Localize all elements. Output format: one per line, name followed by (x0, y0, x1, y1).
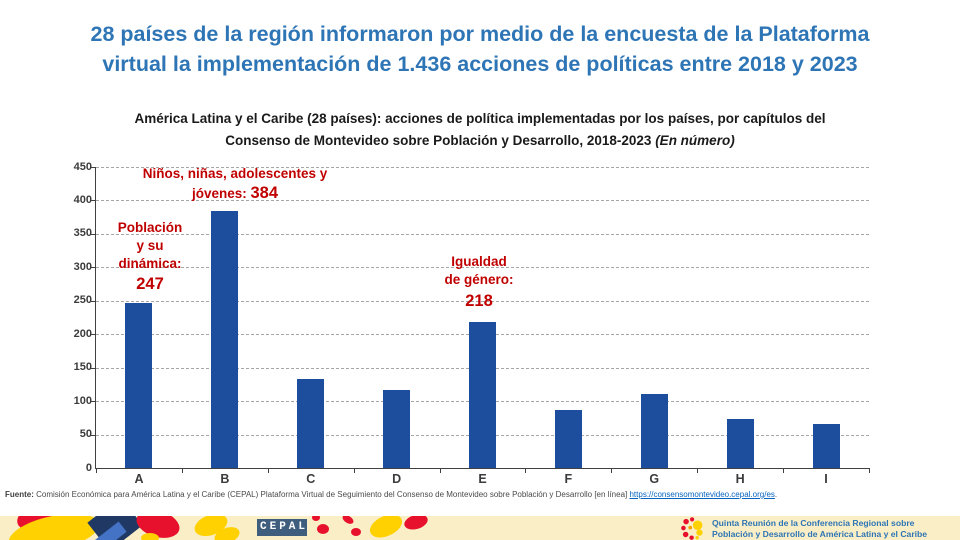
bottom-band: CEPAL Quinta Reunión de la Conferencia R… (0, 516, 960, 540)
slide-title: 28 países de la región informaron por me… (30, 20, 930, 79)
annotation-ninos-line1: Niños, niñas, adolescentes y (142, 166, 328, 181)
annotation-ninos-line2-prefix: jóvenes: (191, 185, 251, 201)
x-axis-label-E: E (478, 472, 487, 486)
decor-yellow-ellipse (366, 516, 406, 540)
bar-I (812, 423, 840, 468)
chart-title-line1: América Latina y el Caribe (28 países): … (134, 111, 826, 126)
gridline-y-300 (96, 267, 869, 269)
x-axis-tick (181, 468, 183, 473)
chart-title-note: (En número) (655, 132, 735, 148)
chart-title: América Latina y el Caribe (28 países): … (50, 108, 910, 151)
annotation-poblacion-line3: dinámica: (118, 255, 182, 271)
x-axis-tick (525, 468, 527, 473)
y-axis-tick (90, 401, 96, 403)
gridline-y-450 (96, 167, 869, 168)
decor-red-dot (351, 528, 361, 536)
decor-yellow-dot (141, 533, 159, 540)
y-axis-tick (90, 367, 96, 369)
x-axis-tick (96, 468, 97, 473)
source-note: Fuente: Comisión Económica para América … (5, 490, 955, 499)
x-axis-label-F: F (564, 472, 573, 486)
source-suffix: . (774, 490, 778, 499)
y-axis-label-250: 250 (73, 294, 92, 307)
y-axis-label-50: 50 (79, 428, 92, 441)
y-axis-label-100: 100 (73, 394, 92, 407)
annotation-igualdad-line2: de género: (444, 271, 514, 287)
y-axis-label-0: 0 (85, 461, 92, 474)
annotation-ninos: Niños, niñas, adolescentes y jóvenes: 38… (105, 165, 365, 205)
annotation-igualdad-value: 218 (465, 291, 493, 310)
chart-title-line2: Consenso de Montevideo sobre Población y… (225, 132, 656, 148)
decor-red-dot (312, 516, 320, 521)
x-axis-tick (783, 468, 785, 473)
x-axis-label-I: I (824, 472, 828, 486)
y-axis-label-450: 450 (73, 160, 92, 173)
gridline-y-350 (96, 233, 869, 235)
x-axis-label-C: C (306, 472, 316, 486)
x-axis-tick (439, 468, 441, 473)
bar-F (554, 409, 582, 468)
annotation-igualdad: Igualdad de género: 218 (426, 253, 532, 312)
y-axis-label-150: 150 (73, 361, 92, 374)
annotation-ninos-value: 384 (250, 183, 279, 202)
annotation-poblacion-line2: y su (136, 237, 164, 253)
bar-C (297, 379, 325, 468)
conference-swirl-icon (681, 517, 703, 540)
annotation-poblacion: Población y su dinámica: 247 (103, 219, 197, 296)
x-axis-tick (869, 468, 870, 473)
bar-D (383, 389, 411, 468)
bar-G (640, 394, 668, 468)
y-axis-label-350: 350 (73, 227, 92, 240)
bar-H (726, 418, 754, 468)
annotation-poblacion-value: 247 (136, 275, 164, 294)
bar-E (469, 322, 496, 468)
source-text: Comisión Económica para América Latina y… (33, 490, 630, 499)
slide-title-line2: virtual la implementación de 1.436 accio… (102, 51, 858, 76)
x-axis-tick (611, 468, 613, 473)
annotation-ninos-line2: jóvenes: 384 (105, 183, 365, 205)
y-axis-tick (90, 233, 96, 235)
x-axis-label-G: G (649, 472, 660, 486)
y-axis-tick (90, 200, 96, 202)
source-label: Fuente: (5, 490, 34, 499)
bar-B (211, 211, 239, 468)
conference-title: Quinta Reunión de la Conferencia Regiona… (712, 518, 927, 540)
x-axis-label-D: D (392, 472, 402, 486)
x-axis-label-A: A (134, 472, 144, 486)
x-axis-label-H: H (735, 472, 745, 486)
decor-red-dot (317, 524, 329, 534)
y-axis-label-400: 400 (73, 193, 92, 206)
x-axis-tick (697, 468, 699, 473)
y-axis-tick (90, 334, 96, 336)
slide-title-line1: 28 países de la región informaron por me… (90, 22, 870, 46)
y-axis-tick (90, 300, 96, 302)
y-axis-tick (90, 167, 96, 168)
bar-A (125, 302, 153, 468)
y-axis-label-200: 200 (73, 327, 92, 340)
decor-red-ellipse (402, 516, 430, 533)
y-axis-tick (90, 434, 96, 436)
x-axis-label-B: B (220, 472, 230, 486)
source-link[interactable]: https://consensomontevideo.cepal.org/es (629, 490, 775, 499)
gridline-y-400 (96, 200, 869, 202)
conference-title-line1: Quinta Reunión de la Conferencia Regiona… (712, 518, 915, 528)
annotation-poblacion-line1: Población (117, 220, 183, 235)
decor-red-dot (341, 516, 355, 526)
conference-title-line2: Población y Desarrollo de América Latina… (712, 529, 928, 539)
cepal-logo: CEPAL (257, 519, 307, 536)
bar-chart-plot-area: 0 50 100 150 200 250 300 350 400 450 A B C D E F G H I (74, 161, 870, 486)
y-axis-tick (90, 267, 96, 269)
x-axis-tick (267, 468, 269, 473)
x-axis-tick (353, 468, 355, 473)
gridline-y-250 (96, 300, 869, 302)
annotation-igualdad-line1: Igualdad (451, 254, 507, 269)
y-axis-label-300: 300 (73, 260, 92, 273)
